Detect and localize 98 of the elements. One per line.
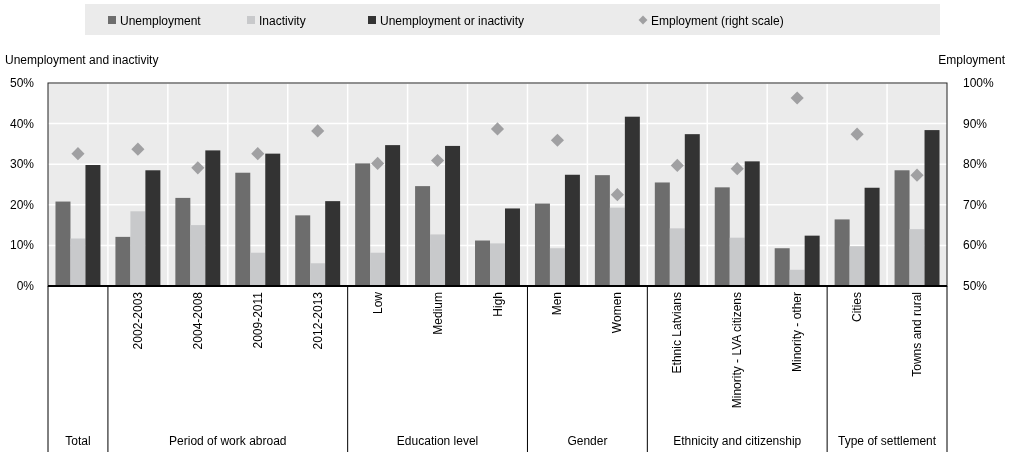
point: [131, 142, 145, 156]
bar: [624, 116, 640, 286]
x-tick-label: Minority - LVA citizens: [730, 292, 745, 409]
bar: [804, 235, 820, 286]
bar: [849, 246, 865, 286]
point: [371, 156, 385, 170]
y-tick-label: 50%: [9, 76, 35, 90]
bar: [729, 237, 745, 286]
x-tick-label: 2004-2008: [190, 291, 205, 350]
bar: [714, 187, 730, 286]
text: Education level: [396, 434, 479, 448]
bar: [385, 145, 401, 286]
point: [790, 91, 804, 105]
bar: [789, 269, 805, 286]
legend-label: Unemployment or inactivity: [380, 13, 525, 28]
point: [670, 158, 684, 172]
bar: [864, 187, 880, 286]
point: [311, 124, 325, 138]
text: Period of work abroad: [169, 434, 287, 448]
bar: [85, 165, 101, 286]
bar: [504, 208, 520, 286]
x-tick-label: 2012-2013: [310, 291, 325, 350]
bar: [265, 153, 281, 286]
point: [730, 162, 744, 176]
x-tick-label: Women: [610, 292, 625, 334]
x-tick-label: High: [490, 292, 505, 317]
bar: [55, 201, 71, 286]
bar: [534, 203, 550, 286]
bar: [295, 215, 311, 286]
bar: [445, 145, 461, 286]
bar: [834, 219, 850, 286]
point: [910, 168, 924, 182]
x-tick-label: Medium: [430, 292, 445, 335]
bar: [654, 182, 670, 286]
x-tick-label: Men: [550, 292, 565, 316]
bar: [325, 201, 341, 286]
bar: [250, 252, 266, 286]
y2-tick-label: 100%: [963, 76, 995, 90]
point: [850, 127, 864, 141]
y2-tick-label: 70%: [963, 197, 988, 212]
y-tick-label: 40%: [9, 116, 35, 131]
bar: [430, 234, 446, 286]
text: Ethnicity and citizenship: [673, 434, 802, 448]
text: Type of settlement: [838, 434, 937, 448]
point: [71, 147, 85, 161]
x-tick-label: Towns and rural: [910, 292, 925, 377]
x-tick-label: Low: [370, 291, 385, 315]
bar: [370, 252, 386, 286]
bar: [609, 207, 625, 286]
text: Total: [65, 434, 91, 448]
x-tick-label: Minority - other: [790, 292, 805, 373]
bar: [235, 172, 251, 286]
bar: [190, 225, 206, 286]
x-tick-label: 2009-2011: [250, 291, 265, 349]
x-tick-label: 2002-2003: [130, 291, 145, 350]
bar: [909, 229, 925, 286]
y2-axis-title: Employment: [938, 53, 1006, 67]
y2-tick-label: 60%: [963, 238, 988, 253]
bar: [130, 211, 146, 286]
bar: [145, 170, 161, 286]
y2-tick-label: 80%: [963, 157, 988, 172]
bar: [415, 186, 431, 286]
point: [431, 153, 445, 168]
text: Gender: [567, 434, 608, 448]
y2-tick-label: 90%: [963, 116, 988, 131]
y-axis-title: Unemployment and inactivity: [5, 53, 159, 67]
bar: [310, 263, 326, 286]
bar: [175, 197, 191, 286]
bar: [115, 236, 131, 286]
x-tick-label: Cities: [850, 292, 865, 323]
y-tick-label: 30%: [9, 157, 35, 172]
x-tick-label: Ethnic Latvians: [670, 292, 685, 374]
point: [251, 147, 265, 161]
bar: [684, 134, 700, 286]
y-tick-label: 10%: [9, 238, 35, 253]
bar: [549, 248, 565, 286]
bar: [70, 238, 86, 286]
bar: [594, 175, 610, 286]
bar: [475, 240, 491, 286]
bar: [744, 161, 760, 286]
point: [550, 133, 564, 147]
bar: [564, 174, 580, 286]
bar: [490, 243, 505, 286]
legend-label: Inactivity: [259, 13, 306, 28]
bar: [894, 170, 910, 286]
point: [191, 161, 205, 175]
bar: [205, 150, 221, 286]
point: [610, 188, 624, 202]
point: [490, 122, 505, 136]
bar: [774, 248, 790, 286]
bar: [669, 228, 685, 286]
bar: [924, 130, 940, 286]
bar: [355, 163, 371, 286]
y-tick-label: 20%: [9, 197, 35, 212]
y-tick-label: 0%: [16, 279, 35, 293]
legend-label: Employment (right scale): [651, 13, 784, 28]
y2-tick-label: 50%: [963, 279, 988, 293]
legend-label: Unemployment: [120, 13, 202, 28]
